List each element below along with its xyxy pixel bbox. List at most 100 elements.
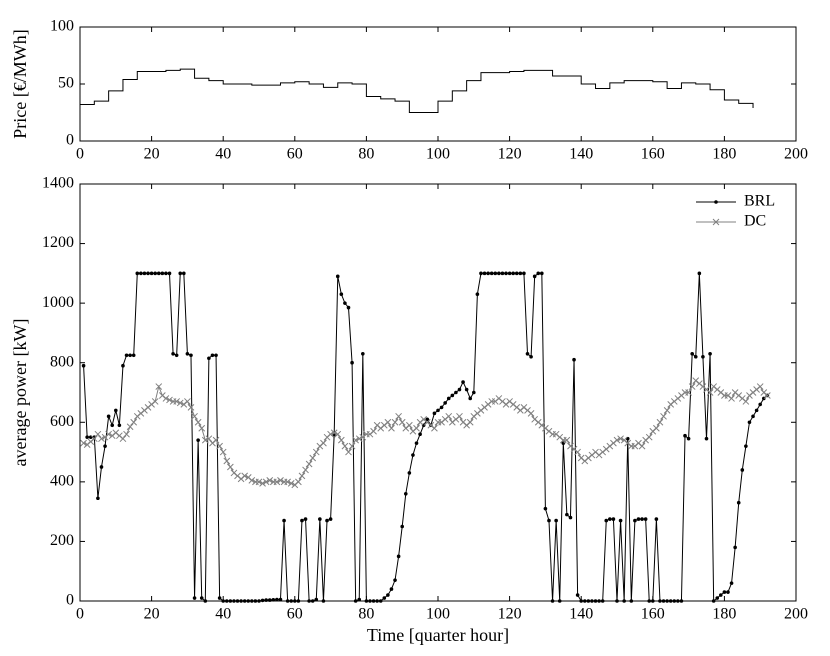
marker-x: [262, 478, 270, 486]
marker-dot: [278, 597, 283, 602]
marker-dot: [733, 545, 737, 550]
x-tick-label: 100: [426, 606, 450, 623]
y-tick-label: 1400: [42, 175, 74, 192]
marker-dot: [139, 271, 143, 276]
marker-dot: [199, 596, 204, 600]
marker-x: [119, 435, 127, 443]
marker-dot: [493, 271, 498, 276]
marker-dot: [217, 596, 222, 600]
marker-x: [406, 421, 413, 429]
marker-dot: [103, 444, 107, 448]
marker-x: [327, 430, 334, 438]
marker-dot: [117, 423, 122, 428]
y-axis-label: average power [kW]: [10, 319, 30, 467]
marker-x: [663, 407, 671, 414]
marker-dot: [454, 390, 458, 395]
marker-dot: [307, 599, 311, 603]
marker-x: [330, 429, 338, 437]
marker-dot: [167, 271, 172, 276]
marker-dot: [647, 599, 652, 603]
marker-dot: [622, 599, 626, 603]
marker-dot: [207, 356, 211, 361]
marker-dot: [665, 599, 669, 603]
marker-x: [176, 399, 184, 407]
marker-dot: [393, 578, 397, 582]
marker-dot: [192, 596, 197, 600]
marker-x: [198, 424, 206, 432]
marker-x: [742, 398, 750, 405]
marker-x: [205, 435, 213, 443]
marker-x: [187, 404, 195, 411]
marker-dot: [368, 599, 372, 603]
marker-dot: [300, 518, 304, 523]
marker-x: [334, 430, 342, 438]
marker-dot: [651, 599, 655, 603]
marker-dot: [686, 436, 691, 441]
marker-dot: [389, 587, 394, 591]
x-tick-label: 0: [76, 146, 84, 163]
marker-dot: [371, 599, 376, 603]
marker-dot: [228, 599, 233, 603]
marker-dot: [729, 581, 734, 585]
y-tick-label: 1000: [42, 294, 74, 311]
marker-dot: [708, 351, 712, 356]
x-tick-label: 80: [358, 606, 374, 623]
marker-x: [728, 395, 735, 402]
marker-dot: [85, 435, 89, 439]
marker-dot: [479, 271, 483, 276]
marker-x: [287, 479, 295, 487]
marker-dot: [414, 441, 419, 445]
marker-dot: [643, 517, 648, 521]
marker-dot: [364, 599, 369, 603]
marker-x: [305, 460, 313, 468]
marker-x: [273, 478, 281, 486]
marker-dot: [747, 420, 752, 425]
marker-dot: [658, 599, 662, 603]
marker-dot: [106, 414, 111, 419]
marker-dot: [153, 271, 157, 276]
marker-dot: [511, 271, 515, 276]
marker-dot: [751, 414, 755, 419]
marker-x: [201, 436, 209, 444]
marker-dot: [289, 599, 294, 603]
y-tick-label: 100: [50, 18, 74, 35]
marker-dot: [618, 518, 623, 523]
marker-dot: [722, 590, 727, 594]
marker-dot: [378, 599, 383, 603]
marker-dot: [124, 353, 129, 358]
marker-x: [219, 448, 227, 456]
y-tick-label: 1200: [42, 234, 74, 251]
x-tick-label: 140: [569, 606, 593, 623]
series-line: [83, 379, 768, 486]
marker-dot: [253, 599, 258, 603]
marker-x: [284, 478, 291, 486]
marker-dot: [500, 271, 505, 276]
marker-dot: [714, 200, 718, 204]
marker-x: [123, 430, 130, 438]
marker-dot: [335, 274, 340, 279]
marker-dot: [250, 599, 254, 603]
marker-x: [155, 383, 163, 390]
x-tick-label: 60: [287, 146, 303, 163]
marker-x: [574, 448, 581, 456]
marker-dot: [636, 517, 641, 521]
marker-dot: [715, 596, 720, 600]
marker-dot: [604, 518, 609, 523]
marker-dot: [407, 471, 412, 475]
marker-x: [223, 457, 231, 465]
marker-dot: [96, 496, 100, 501]
marker-x: [660, 412, 667, 420]
x-tick-label: 160: [641, 146, 665, 163]
marker-x: [298, 472, 306, 480]
marker-dot: [396, 554, 401, 559]
marker-x: [656, 418, 664, 426]
marker-dot: [475, 292, 480, 297]
marker-dot: [328, 517, 333, 521]
marker-x: [130, 418, 138, 426]
marker-dot: [464, 387, 469, 392]
marker-dot: [214, 353, 218, 358]
marker-dot: [174, 353, 179, 358]
marker-dot: [310, 599, 315, 603]
marker-dot: [450, 393, 455, 398]
